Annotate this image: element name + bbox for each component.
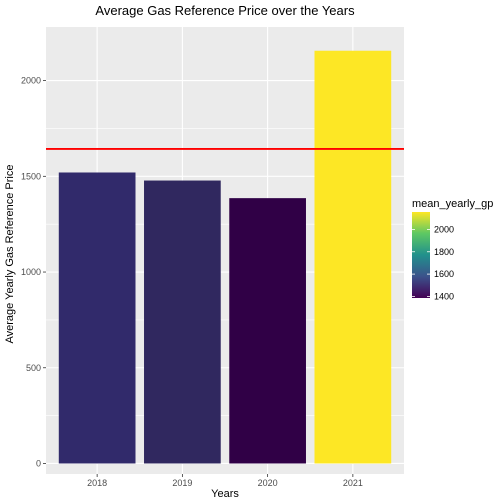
x-tick-label: 2018 bbox=[87, 478, 107, 488]
bar-2020 bbox=[229, 198, 306, 464]
bars bbox=[58, 50, 392, 464]
legend-tick-label: 1400 bbox=[434, 291, 454, 301]
x-axis-title: Years bbox=[211, 488, 239, 500]
legend-title: mean_yearly_gp bbox=[412, 198, 493, 210]
x-tick-label: 2020 bbox=[258, 478, 278, 488]
y-axis-title: Average Yearly Gas Reference Price bbox=[4, 165, 16, 344]
y-tick-label: 1500 bbox=[21, 171, 41, 181]
chart-title: Average Gas Reference Price over the Yea… bbox=[95, 3, 355, 18]
y-tick-label: 2000 bbox=[21, 76, 41, 86]
x-tick-label: 2021 bbox=[343, 478, 363, 488]
bar-2018 bbox=[58, 172, 136, 464]
legend-tick-label: 2000 bbox=[434, 224, 454, 234]
legend-tick-label: 1800 bbox=[434, 247, 454, 257]
legend-tick-label: 1600 bbox=[434, 269, 454, 279]
y-tick-label: 1000 bbox=[21, 267, 41, 277]
color-legend: mean_yearly_gp 1400 1600 1800 2000 bbox=[412, 198, 493, 301]
bar-2021 bbox=[314, 50, 392, 464]
legend-colorbar bbox=[412, 212, 430, 298]
bar-2019 bbox=[144, 180, 221, 464]
y-tick-label: 0 bbox=[36, 458, 41, 468]
legend-ticks: 1400 1600 1800 2000 bbox=[412, 224, 454, 301]
y-tick-label: 500 bbox=[26, 363, 41, 373]
x-axis-ticks: 2018 2019 2020 2021 bbox=[87, 474, 363, 488]
x-tick-label: 2019 bbox=[172, 478, 192, 488]
y-axis-ticks: 0 500 1000 1500 2000 bbox=[21, 76, 46, 468]
